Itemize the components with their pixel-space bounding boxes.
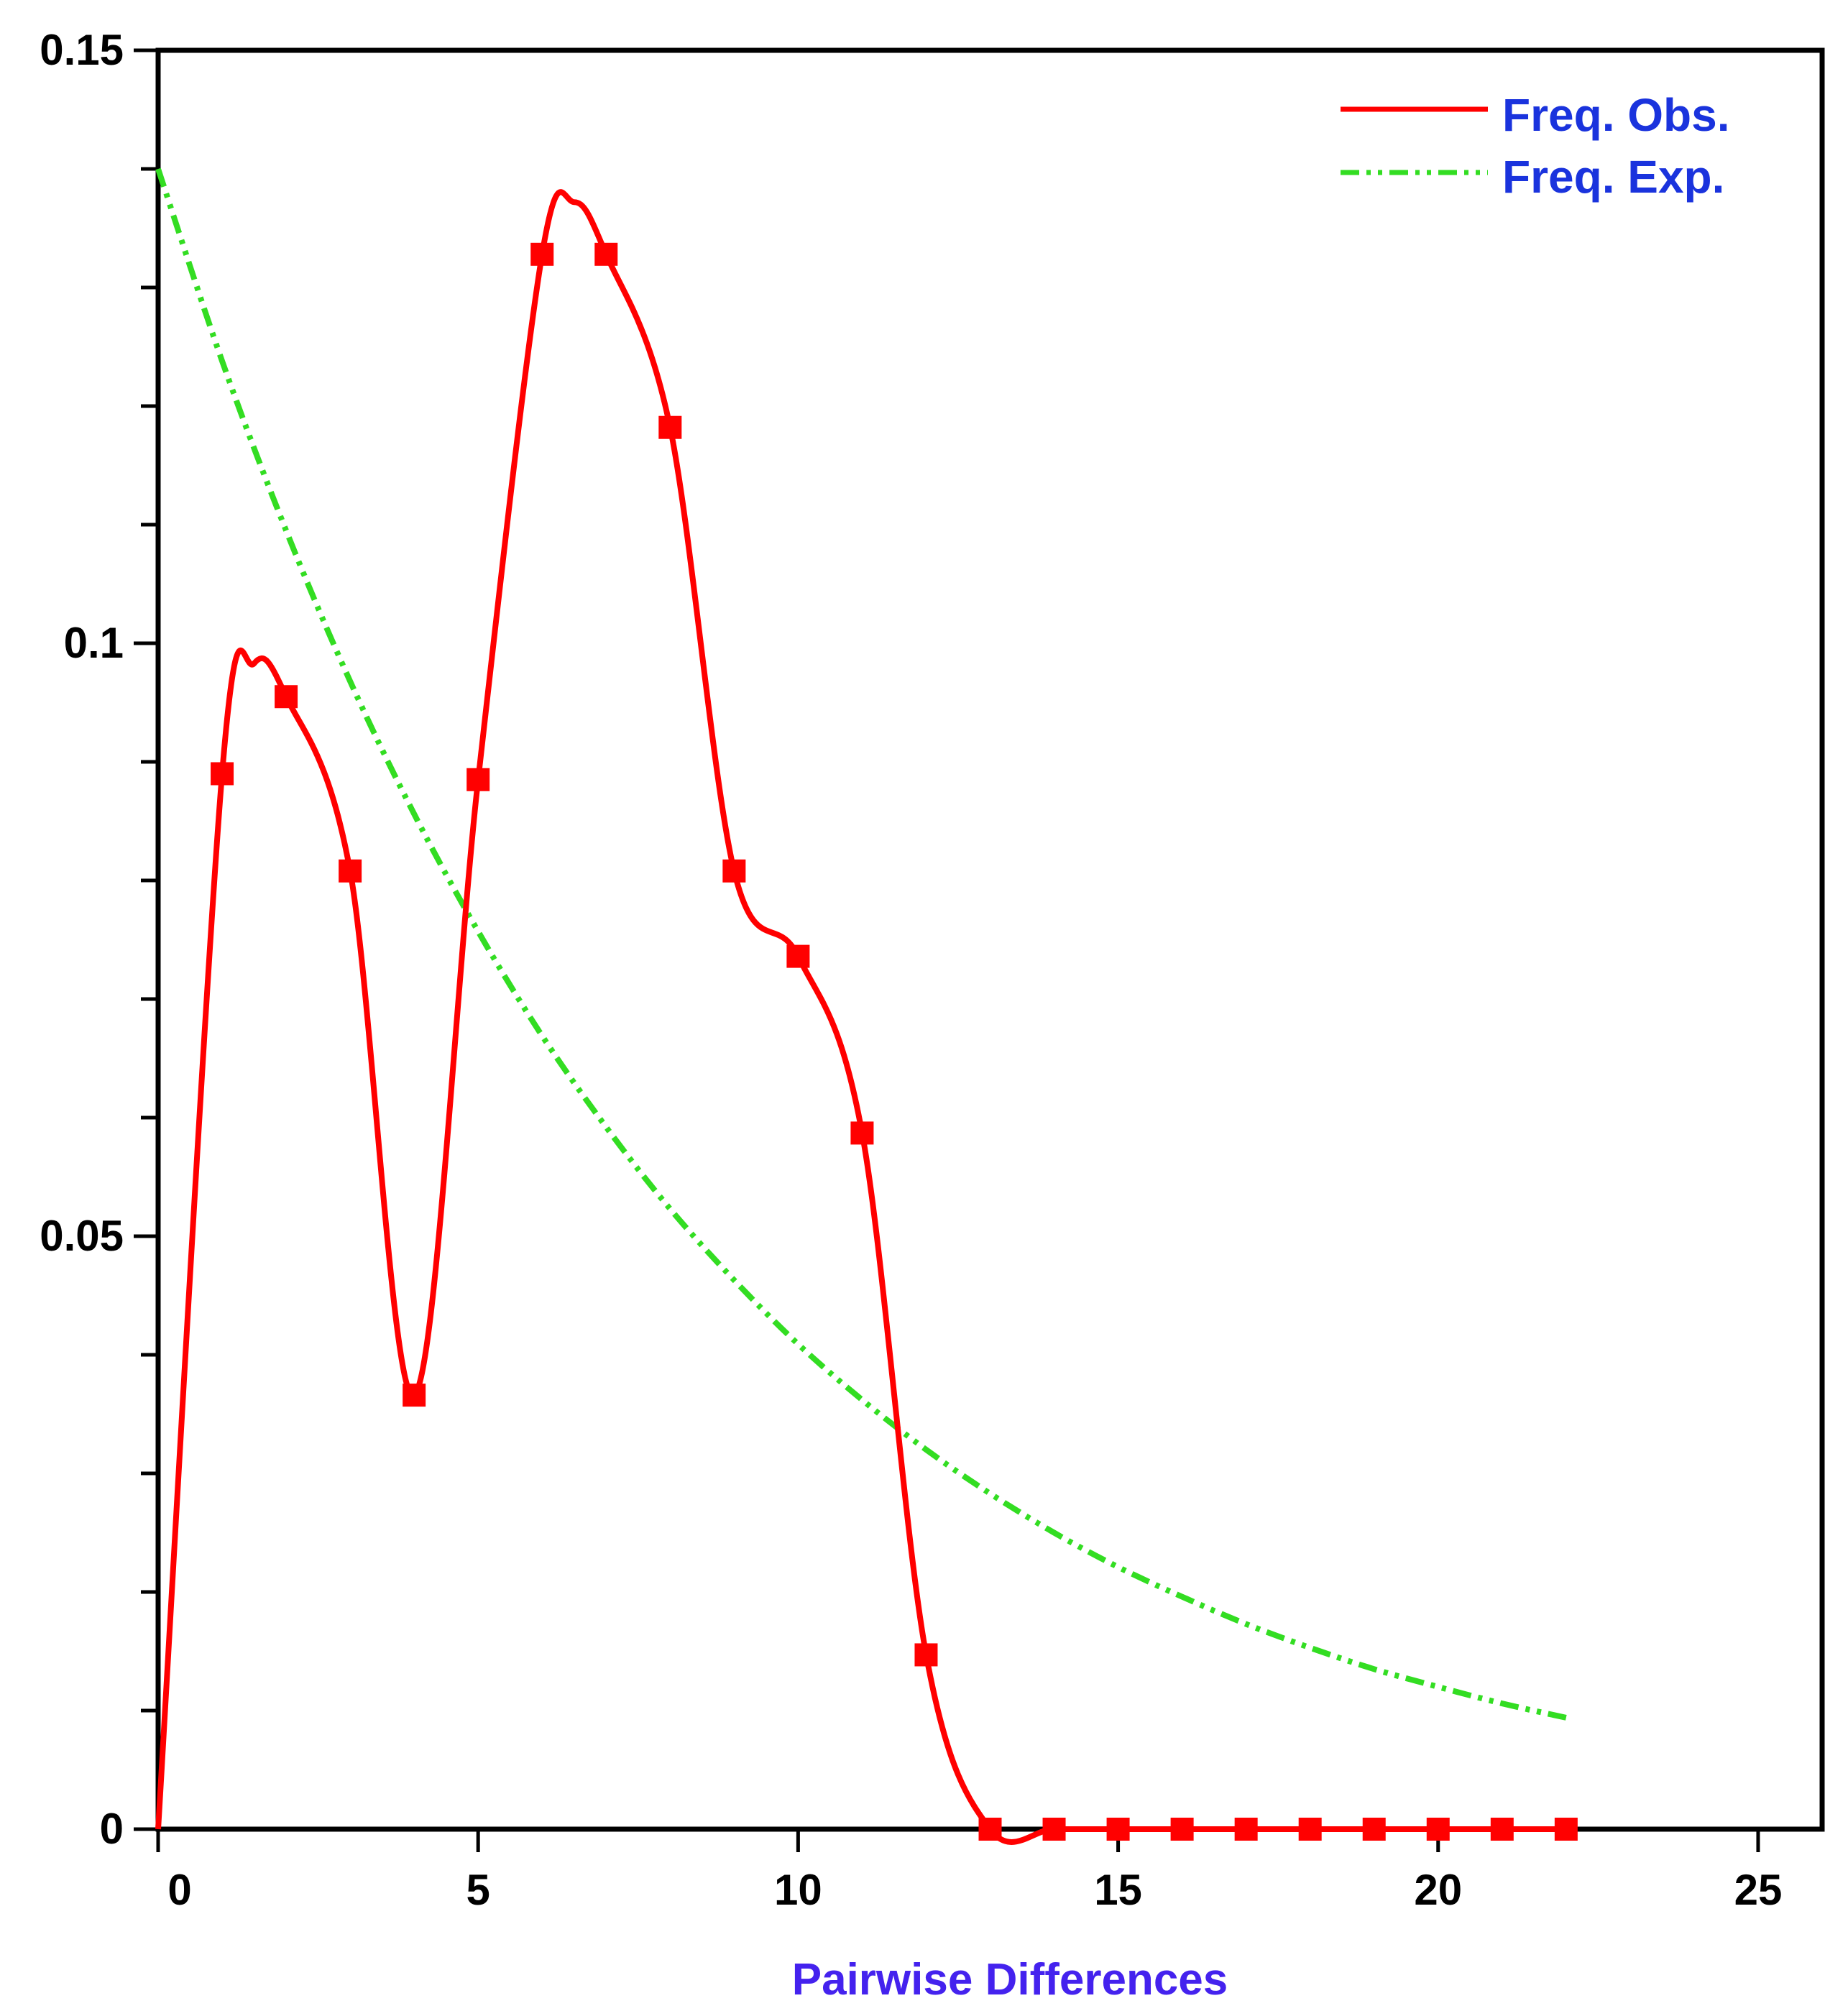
data-point-freq-obs [978, 1818, 1002, 1841]
x-tick-label: 20 [1414, 1866, 1462, 1914]
y-tick-label: 0.05 [40, 1212, 124, 1260]
data-point-freq-obs [914, 1643, 938, 1667]
data-point-freq-obs [786, 944, 810, 968]
data-point-freq-obs [339, 859, 362, 883]
data-point-freq-obs [1490, 1818, 1514, 1841]
series-line-freq-exp [155, 167, 1567, 1721]
data-point-freq-obs [1426, 1818, 1450, 1841]
data-point-freq-obs [530, 242, 554, 266]
y-axis-ticks: 0 0.05 0.1 0.15 [40, 26, 158, 1853]
data-point-freq-obs [658, 415, 682, 439]
data-point-freq-obs [1106, 1818, 1130, 1841]
x-tick-label: 25 [1734, 1866, 1783, 1914]
data-point-freq-obs [1234, 1818, 1258, 1841]
data-point-freq-obs [1042, 1818, 1066, 1841]
series-line-freq-obs [155, 189, 1566, 1845]
data-point-freq-obs [1170, 1818, 1194, 1841]
data-point-freq-obs [275, 685, 298, 709]
series-freq-obs [155, 189, 1578, 1845]
legend-label-freq-exp: Freq. Exp. [1502, 151, 1724, 203]
x-tick-label: 15 [1094, 1866, 1142, 1914]
data-point-freq-obs [403, 1384, 426, 1407]
x-tick-label: 10 [774, 1866, 822, 1914]
data-point-freq-obs [594, 242, 618, 266]
y-tick-label: 0.1 [64, 619, 124, 667]
data-point-freq-obs [1298, 1818, 1322, 1841]
plot-border [155, 47, 1825, 1832]
data-point-freq-obs [850, 1121, 874, 1145]
data-point-freq-obs [211, 762, 234, 786]
y-tick-label: 0 [100, 1805, 124, 1853]
data-point-freq-obs [466, 768, 490, 791]
data-point-freq-obs [1362, 1818, 1386, 1841]
x-tick-label: 0 [167, 1866, 191, 1914]
plot-frame [155, 47, 1825, 1832]
legend: Freq. Obs. Freq. Exp. [1341, 89, 1730, 203]
x-axis-title: Pairwise Differences [792, 1955, 1228, 2005]
data-point-freq-obs [1554, 1818, 1578, 1841]
series-freq-exp [155, 167, 1567, 1721]
legend-label-freq-obs: Freq. Obs. [1502, 89, 1730, 141]
y-tick-label: 0.15 [40, 26, 124, 74]
data-point-freq-obs [722, 859, 746, 883]
x-axis-ticks: 0 5 10 15 20 25 [156, 1829, 1783, 1914]
x-tick-label: 5 [466, 1866, 490, 1914]
